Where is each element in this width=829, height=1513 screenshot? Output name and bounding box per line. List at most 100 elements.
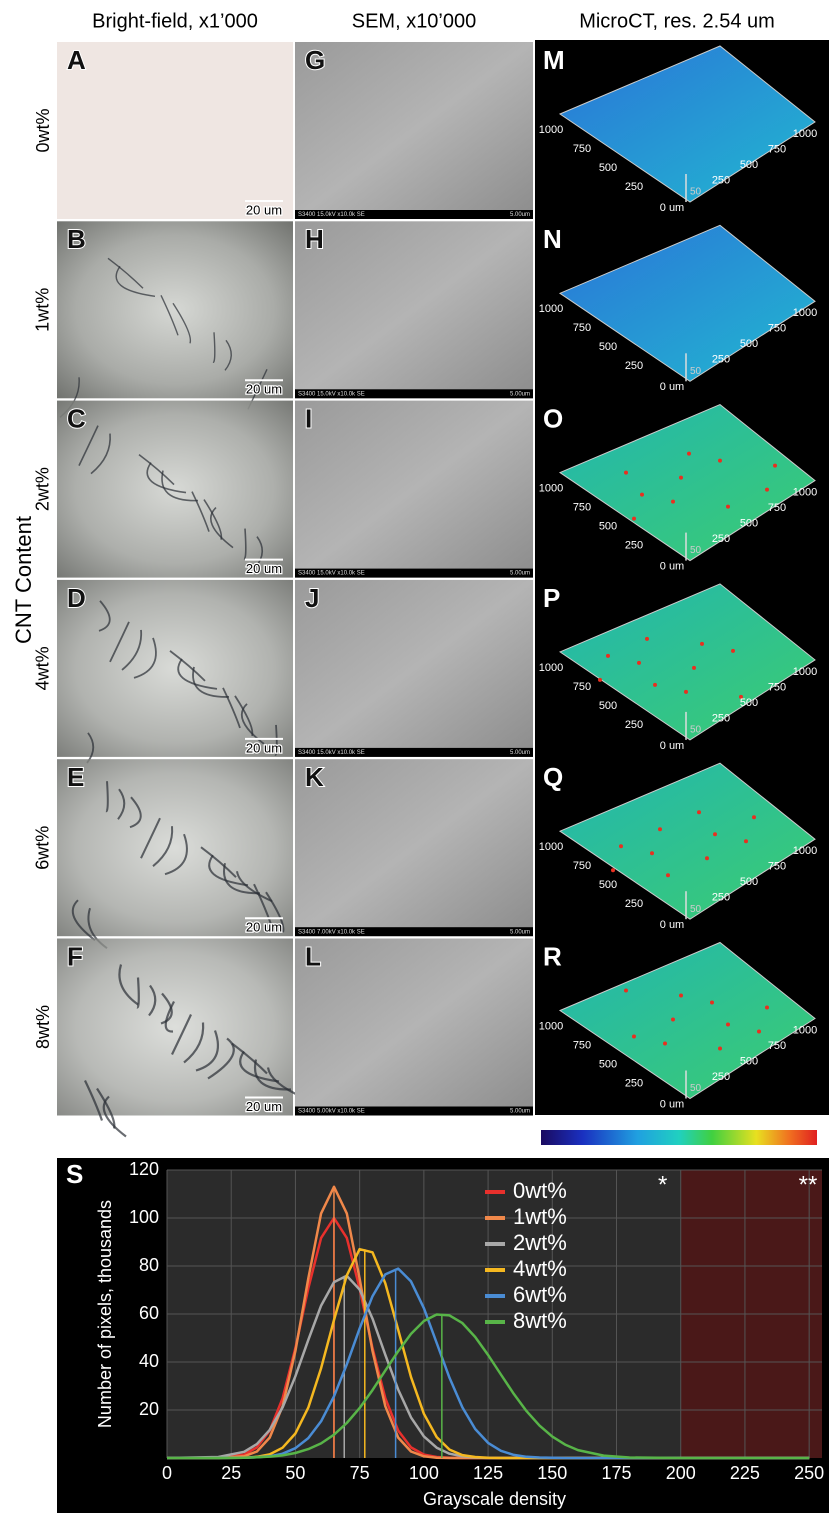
microct-origin: 0 um (660, 740, 684, 752)
microct-tick-right: 250 (712, 174, 730, 186)
microct-tick-left: 250 (625, 181, 643, 193)
panel-letter: E (67, 762, 84, 792)
x-tick-label: 0 (162, 1463, 172, 1483)
x-tick-label: 250 (794, 1463, 824, 1483)
microct-tick-right: 250 (712, 712, 730, 724)
panel-letter: F (67, 941, 83, 971)
row-label: 1wt% (33, 288, 53, 332)
x-tick-label: 25 (221, 1463, 241, 1483)
hotspot (632, 1035, 636, 1039)
colorbar-tick-label: 200 (800, 1148, 817, 1159)
microct-tick-right: 1000 (793, 1024, 817, 1036)
colorbar-title: colormap intensity based on grayscale of… (561, 1118, 804, 1129)
microct-tick-left: 1000 (539, 1020, 563, 1032)
microct-tick-left: 250 (625, 540, 643, 552)
hotspot (710, 1001, 714, 1005)
microct-origin: 0 um (660, 919, 684, 931)
bright-field-image (57, 221, 293, 398)
hotspot (663, 1042, 667, 1046)
panel-letter: R (543, 941, 562, 971)
microct-tick-left: 750 (573, 1039, 591, 1051)
microct-tick-right: 750 (768, 1040, 786, 1052)
row-label: 2wt% (33, 467, 53, 511)
microct-height: 50 (690, 1083, 702, 1094)
microct-tick-right: 750 (768, 323, 786, 335)
y-tick-label: 80 (139, 1255, 159, 1275)
panel-letter: M (543, 45, 565, 75)
microct-origin: 0 um (660, 381, 684, 393)
panel-letter: A (67, 45, 86, 75)
hotspot (700, 642, 704, 646)
microct-tick-left: 250 (625, 1077, 643, 1089)
microct-tick-right: 500 (740, 1055, 758, 1067)
microct-tick-left: 500 (599, 879, 617, 891)
microct-origin: 0 um (660, 202, 684, 214)
bright-field-image (57, 939, 293, 1116)
hotspot (752, 815, 756, 819)
hotspot (705, 856, 709, 860)
sem-image (295, 759, 533, 936)
microct-height: 50 (690, 366, 702, 377)
x-axis-label: Grayscale density (423, 1489, 566, 1509)
x-tick-label: 100 (409, 1463, 439, 1483)
row-label: 8wt% (33, 1005, 53, 1049)
microct-tick-left: 500 (599, 1058, 617, 1070)
hotspot (726, 505, 730, 509)
microct-tick-right: 1000 (793, 487, 817, 499)
hotspot (692, 666, 696, 670)
microct-tick-right: 500 (740, 518, 758, 530)
y-tick-label: 100 (129, 1207, 159, 1227)
x-tick-label: 200 (666, 1463, 696, 1483)
microct-tick-right: 500 (740, 697, 758, 709)
microct-tick-left: 750 (573, 860, 591, 872)
sem-image (295, 580, 533, 757)
panel-letter: O (543, 403, 563, 433)
microct-height: 50 (690, 187, 702, 198)
microct-tick-right: 750 (768, 681, 786, 693)
bright-field-image (57, 759, 293, 936)
microct-tick-right: 1000 (793, 845, 817, 857)
microct-tick-right: 250 (712, 1071, 730, 1083)
scale-bar-label: 20 um (246, 561, 282, 576)
hotspot (632, 517, 636, 521)
hotspot (640, 493, 644, 497)
microct-tick-left: 750 (573, 322, 591, 334)
hotspot (666, 873, 670, 877)
scale-bar-label: 20 um (246, 740, 282, 755)
legend-label: 1wt% (513, 1204, 567, 1229)
sem-scale: 5.00um (510, 1109, 530, 1115)
bright-field-image (57, 42, 293, 219)
sem-scale: 5.00um (510, 212, 530, 218)
sem-info: S3400 15.0kV x10.0k SE (298, 391, 365, 397)
hotspot (713, 832, 717, 836)
scale-bar-label: 20 um (246, 920, 282, 935)
scale-bar-label: 20 um (246, 382, 282, 397)
annotation: ** (799, 1171, 818, 1198)
hotspot (650, 851, 654, 855)
hotspot (757, 1030, 761, 1034)
hotspot (731, 649, 735, 653)
microct-tick-right: 750 (768, 861, 786, 873)
hotspot (653, 683, 657, 687)
microct-tick-left: 750 (573, 143, 591, 155)
hotspot (671, 1018, 675, 1022)
hotspot (645, 637, 649, 641)
bright-field-image (57, 401, 293, 578)
hotspot (718, 1047, 722, 1051)
microct-height: 50 (690, 545, 702, 556)
microct-tick-left: 1000 (539, 124, 563, 136)
microct-tick-left: 250 (625, 719, 643, 731)
column-header: MicroCT, res. 2.54 um (579, 10, 775, 32)
microct-tick-right: 250 (712, 533, 730, 545)
hotspot (684, 690, 688, 694)
hotspot (637, 661, 641, 665)
microct-tick-left: 500 (599, 700, 617, 712)
x-tick-label: 125 (473, 1463, 503, 1483)
microct-tick-left: 1000 (539, 662, 563, 674)
microct-tick-right: 1000 (793, 307, 817, 319)
panel-letter: L (305, 941, 321, 971)
sem-scale: 5.00um (510, 750, 530, 756)
y-tick-label: 120 (129, 1159, 159, 1179)
scale-bar-label: 20 um (246, 202, 282, 217)
legend-label: 4wt% (513, 1256, 567, 1281)
